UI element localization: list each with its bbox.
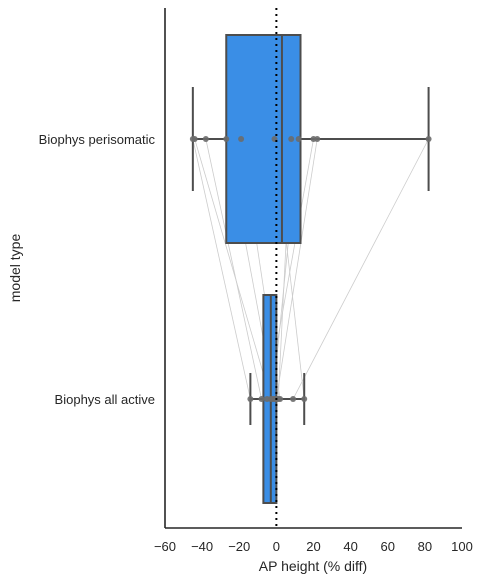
x-tick-label: 20 <box>306 539 320 554</box>
x-tick-label: −60 <box>154 539 176 554</box>
category-label-perisomatic: Biophys perisomatic <box>39 132 156 147</box>
data-point <box>258 396 265 402</box>
data-point <box>288 136 295 142</box>
x-tick-label: −40 <box>191 539 213 554</box>
x-tick-label: 80 <box>418 539 432 554</box>
pair-line <box>194 138 272 400</box>
x-tick-label: 40 <box>343 539 357 554</box>
data-point <box>290 396 297 402</box>
boxes <box>191 34 430 504</box>
data-point <box>202 136 209 142</box>
pair-line <box>192 138 251 400</box>
x-tick-label: 100 <box>451 539 473 554</box>
pair-line <box>205 138 262 400</box>
x-tick-label: −20 <box>228 539 250 554</box>
pair-line <box>275 138 318 400</box>
data-point <box>191 136 198 142</box>
x-tick-label: 0 <box>273 539 280 554</box>
data-point <box>247 396 254 402</box>
data-point <box>425 136 432 142</box>
x-axis-label: AP height (% diff) <box>259 558 367 574</box>
data-points <box>189 136 432 402</box>
data-point <box>314 136 321 142</box>
data-point <box>277 396 284 402</box>
data-point <box>301 396 308 402</box>
data-point <box>223 136 230 142</box>
x-ticks: −60 −40 −20 0 20 40 60 80 100 <box>154 539 473 554</box>
axes <box>164 8 462 529</box>
pair-line <box>292 138 429 400</box>
data-point <box>295 136 302 142</box>
category-labels: Biophys perisomatic Biophys all active <box>39 132 156 407</box>
data-point <box>238 136 245 142</box>
category-label-all-active: Biophys all active <box>55 392 155 407</box>
y-axis-label: model type <box>7 234 23 303</box>
x-tick-label: 60 <box>381 539 395 554</box>
